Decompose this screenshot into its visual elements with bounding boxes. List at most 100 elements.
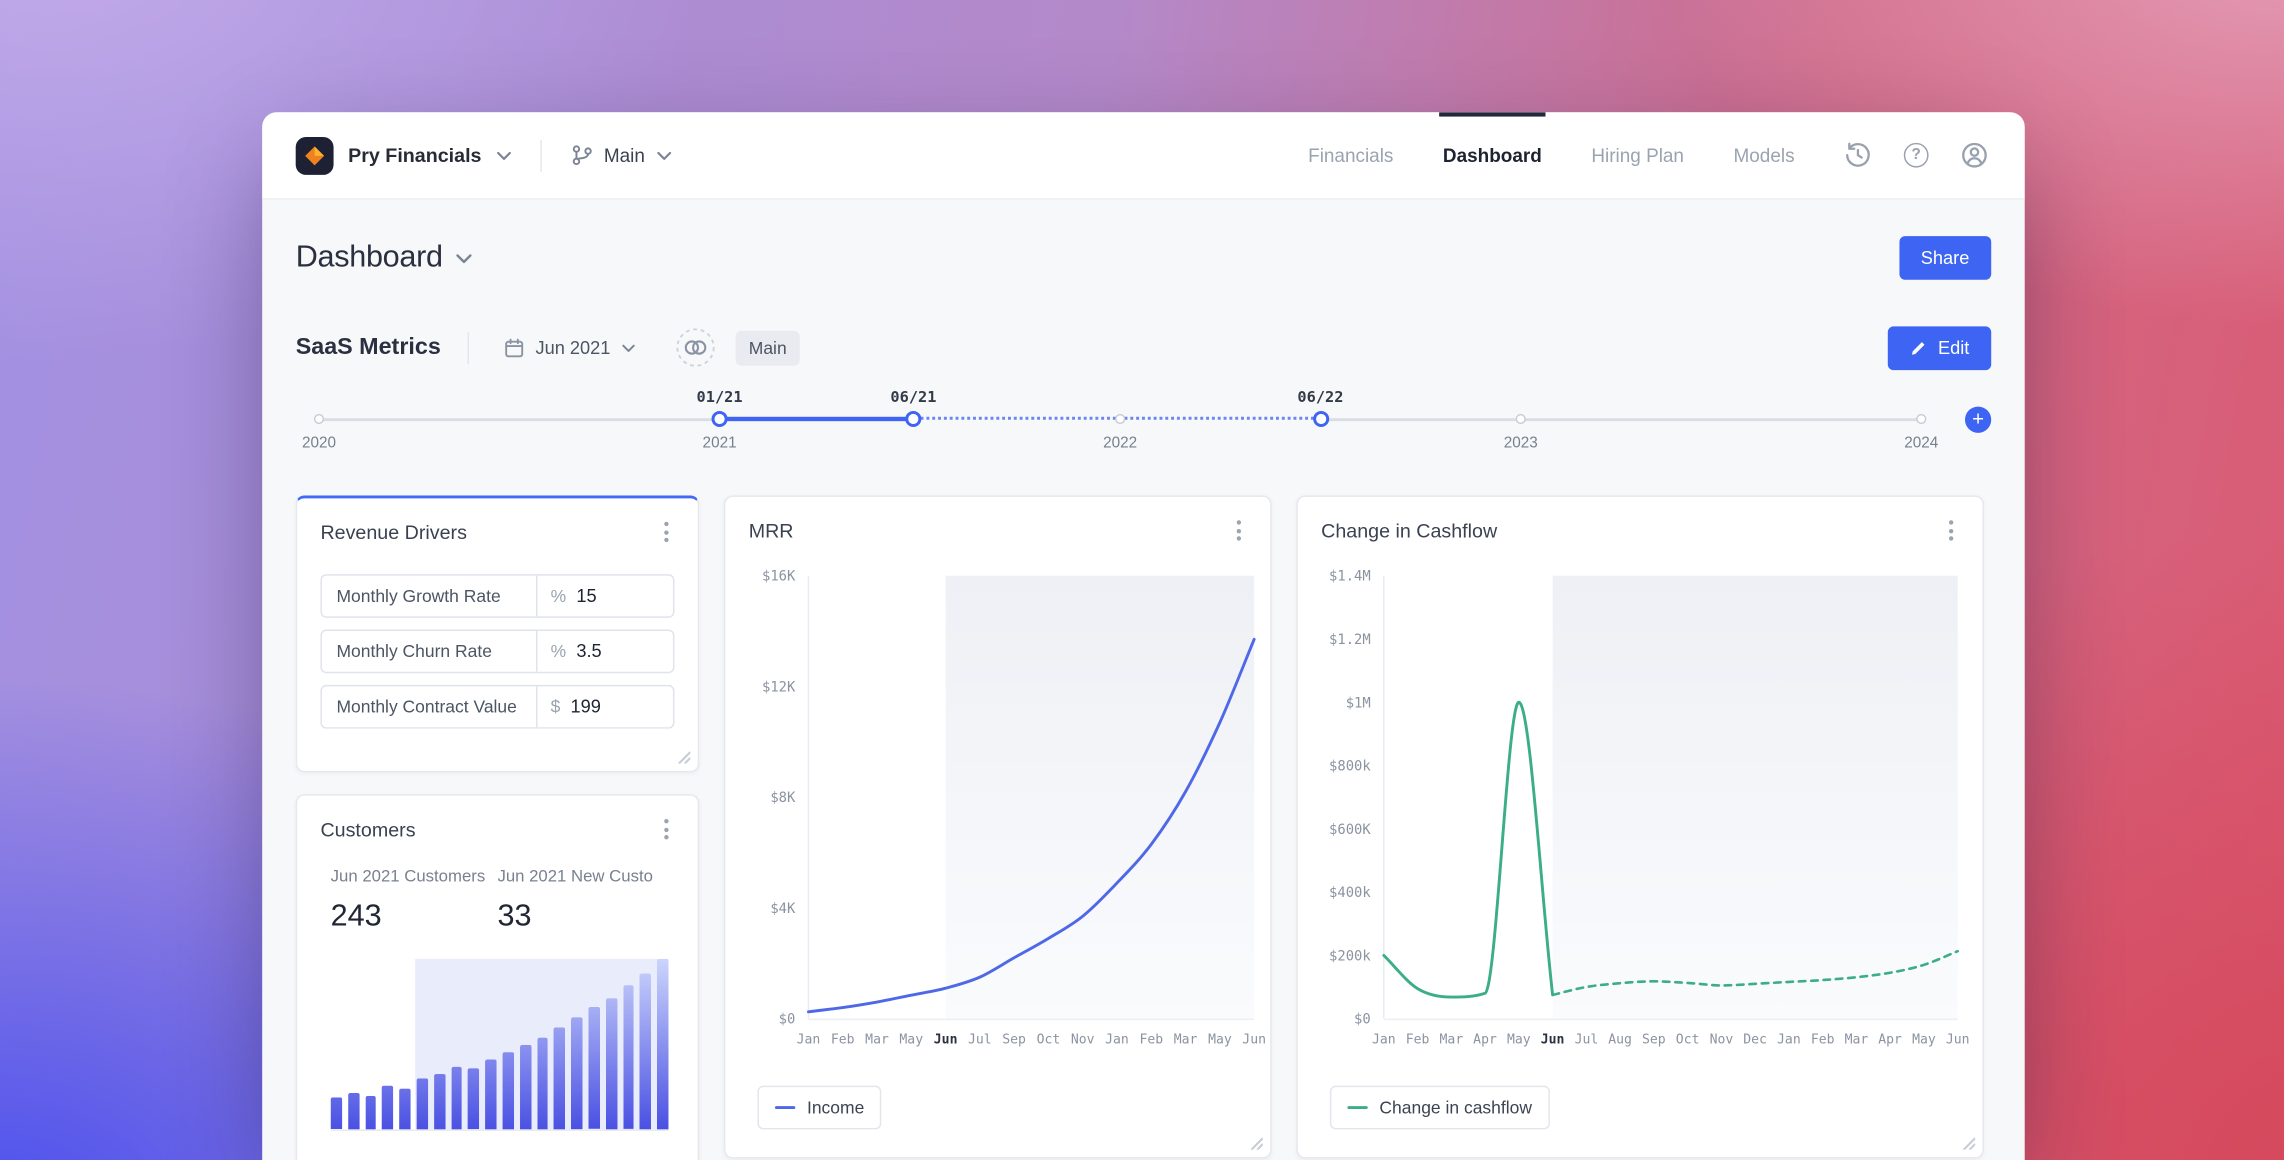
- account-icon[interactable]: [1958, 138, 1992, 172]
- x-tick-label: Jun: [1242, 1032, 1266, 1047]
- x-tick-label: Jan: [1777, 1032, 1801, 1047]
- x-tick-label: Jun: [1541, 1032, 1565, 1047]
- driver-row: Monthly Contract Value $ 199: [320, 684, 675, 729]
- bar[interactable]: [588, 1007, 600, 1130]
- bar[interactable]: [450, 1066, 463, 1130]
- x-tick-label: Aug: [1608, 1032, 1632, 1047]
- workspace-brand-menu[interactable]: Pry Financials: [295, 136, 511, 175]
- timeline-track[interactable]: 01/21 06/21 06/22 2020 2021 2022 2023 2024: [302, 389, 1938, 456]
- x-tick-label: Feb: [1811, 1032, 1835, 1047]
- x-tick-label: May: [1507, 1032, 1531, 1047]
- pencil-icon: [1912, 341, 1926, 354]
- bar[interactable]: [519, 1044, 532, 1130]
- driver-value: 3.5: [576, 641, 602, 662]
- bar[interactable]: [502, 1051, 514, 1130]
- timeline-marker-handle[interactable]: [905, 410, 922, 427]
- bar[interactable]: [605, 997, 617, 1130]
- legend-cashflow[interactable]: Change in cashflow: [1329, 1085, 1550, 1130]
- bar[interactable]: [571, 1017, 583, 1130]
- driver-value: 15: [576, 585, 597, 607]
- legend-label: Income: [806, 1097, 865, 1118]
- timeline-tick-dot: [313, 413, 325, 425]
- kebab-menu-icon[interactable]: [1231, 514, 1247, 546]
- kebab-menu-icon[interactable]: [658, 516, 674, 548]
- timeline-marker-handle[interactable]: [1312, 410, 1329, 427]
- date-value: Jun 2021: [535, 337, 611, 358]
- driver-input[interactable]: % 3.5: [536, 631, 673, 672]
- driver-rows: Monthly Growth Rate % 15 Monthly Churn R…: [297, 574, 698, 729]
- nav-item-financials[interactable]: Financials: [1308, 144, 1394, 167]
- x-tick-label: Oct: [1037, 1032, 1061, 1047]
- resize-corner-icon[interactable]: [1961, 1135, 1976, 1150]
- cashflow-line-chart[interactable]: $1.4M $1.2M $1M $800k $600K $400k $200k $0 Jan Fe…: [1299, 567, 1981, 1065]
- kebab-menu-icon[interactable]: [658, 813, 674, 845]
- nav-item-hiring-plan[interactable]: Hiring Plan: [1591, 144, 1684, 167]
- primary-nav: Financials Dashboard Hiring Plan Models: [1308, 112, 1795, 198]
- bar[interactable]: [536, 1036, 549, 1130]
- card-title: Change in Cashflow: [1321, 519, 1498, 542]
- timeline-tick-dot: [1115, 413, 1126, 425]
- help-icon[interactable]: ?: [1901, 140, 1932, 171]
- timeline-marker-label: 06/21: [890, 389, 937, 407]
- scenario-compare-icon[interactable]: [676, 328, 715, 367]
- x-tick-label: Jun: [1946, 1032, 1970, 1047]
- timeline-add-button[interactable]: +: [1964, 406, 1992, 433]
- bar[interactable]: [365, 1095, 377, 1130]
- nav-item-models[interactable]: Models: [1733, 144, 1795, 167]
- series-line: [806, 637, 1256, 1014]
- chevron-down-icon: [656, 151, 671, 160]
- y-tick-label: $1.4M: [1329, 569, 1371, 585]
- resize-corner-icon[interactable]: [1248, 1135, 1263, 1150]
- x-tick-label: Feb: [831, 1032, 855, 1047]
- share-button[interactable]: Share: [1898, 236, 1992, 280]
- bar[interactable]: [399, 1088, 411, 1130]
- driver-label: Monthly Growth Rate: [336, 585, 501, 607]
- legend-income[interactable]: Income: [757, 1085, 882, 1130]
- x-tick-label: Jan: [797, 1032, 821, 1047]
- card-title: Customers: [320, 818, 416, 841]
- x-tick-label: Jun: [934, 1032, 958, 1047]
- y-tick-label: $12K: [762, 679, 796, 695]
- kebab-menu-icon[interactable]: [1943, 514, 1959, 546]
- mrr-line-chart[interactable]: $16K $12K $8K $4K $0 Jan Feb Mar May Jun Jul Sep Oct…: [727, 567, 1269, 1065]
- bar[interactable]: [657, 958, 669, 1130]
- customers-bar-chart[interactable]: [330, 958, 669, 1131]
- bar[interactable]: [468, 1068, 480, 1130]
- x-tick-label: Apr: [1473, 1032, 1497, 1047]
- scenario-badge[interactable]: Main: [735, 330, 800, 366]
- bar[interactable]: [622, 985, 635, 1130]
- mrr-card: MRR $16K $12K $8K $4K $0 Jan Feb Mar May Jun Jul Se…: [723, 495, 1272, 1159]
- bar[interactable]: [347, 1092, 360, 1130]
- history-icon[interactable]: [1841, 138, 1875, 172]
- nav-item-dashboard[interactable]: Dashboard: [1438, 112, 1547, 198]
- x-tick-label: Jul: [1575, 1032, 1599, 1047]
- bar[interactable]: [554, 1027, 566, 1130]
- bar[interactable]: [416, 1078, 428, 1130]
- branch-selector[interactable]: Main: [570, 144, 671, 166]
- driver-input[interactable]: % 15: [536, 575, 673, 617]
- date-picker[interactable]: Jun 2021: [495, 336, 644, 359]
- bar[interactable]: [485, 1058, 497, 1130]
- timeline-marker-handle[interactable]: [711, 410, 728, 427]
- y-tick-label: $200k: [1329, 948, 1371, 964]
- bar[interactable]: [433, 1073, 446, 1130]
- x-tick-label: Mar: [1440, 1032, 1464, 1047]
- help-glyph: ?: [1911, 146, 1921, 164]
- bar[interactable]: [639, 973, 652, 1130]
- series-line: [1382, 700, 1555, 999]
- y-tick-label: $1.2M: [1329, 632, 1371, 648]
- resize-corner-icon[interactable]: [676, 749, 691, 764]
- customer-stats: Jun 2021 Customers 243 Jun 2021 New Cust…: [297, 863, 698, 934]
- edit-button[interactable]: Edit: [1888, 325, 1992, 370]
- bar[interactable]: [330, 1097, 343, 1130]
- timeline-tick-dot: [1515, 413, 1526, 425]
- legend-line-swatch: [1347, 1105, 1368, 1110]
- percent-icon: %: [550, 585, 567, 607]
- brand-name: Pry Financials: [348, 144, 482, 167]
- bar[interactable]: [382, 1085, 394, 1130]
- dashboard-title-menu[interactable]: Dashboard: [296, 240, 472, 275]
- timeline-year-label: 2023: [1503, 434, 1538, 452]
- x-tick-label: Mar: [865, 1032, 889, 1047]
- driver-input[interactable]: $ 199: [536, 686, 673, 728]
